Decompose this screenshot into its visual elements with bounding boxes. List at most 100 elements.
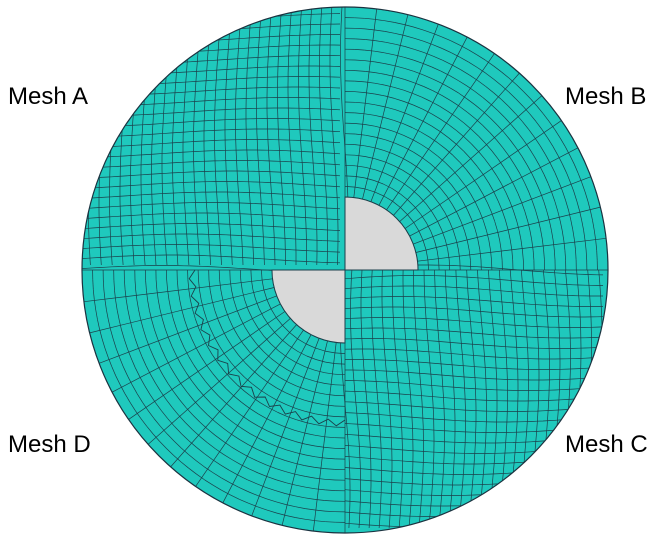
mesh-d-arc	[289, 332, 298, 340]
mesh-d-arc	[286, 515, 296, 518]
mesh-b-arc	[558, 181, 563, 192]
mesh-d-arc	[116, 310, 120, 321]
mesh-d-arc	[119, 384, 126, 394]
mesh-b-arc	[482, 194, 488, 204]
mesh-d-arc	[209, 290, 213, 301]
mesh-b-arc	[445, 148, 454, 156]
mesh-d-arc	[286, 449, 297, 454]
mesh-d-arc	[242, 343, 250, 352]
mesh-d-arc	[305, 486, 316, 490]
mesh-b-arc	[418, 231, 424, 241]
mesh-b-arc	[354, 80, 365, 83]
mesh-d-arc	[266, 509, 277, 514]
mesh-d-arc	[315, 359, 326, 363]
mesh-c-h	[344, 338, 604, 349]
mesh-b-arc	[403, 101, 414, 106]
mesh-d-arc	[204, 466, 213, 473]
mesh-d-arc	[92, 279, 94, 290]
mesh-b-arc	[584, 191, 589, 202]
mesh-d-arc	[257, 506, 268, 511]
mesh-d-arc	[229, 469, 239, 476]
mesh-b-arc	[517, 132, 524, 141]
mesh-d-arc	[325, 425, 336, 428]
mesh-b-arc	[523, 91, 531, 99]
mesh-d-arc	[248, 502, 258, 508]
mesh-d-arc	[145, 338, 151, 349]
mesh-b-arc	[452, 230, 457, 241]
mesh-b-arc	[483, 220, 487, 231]
mesh-d-arc	[263, 351, 272, 359]
mesh-b-arc	[413, 37, 424, 42]
mesh-d-arc	[147, 300, 150, 311]
mesh-b-arc	[374, 29, 385, 32]
mesh-d-arc	[324, 510, 336, 513]
mesh-d-arc	[199, 421, 208, 430]
mesh-b-arc	[470, 158, 478, 167]
mesh-b-arc	[552, 240, 555, 251]
mesh-b-arc	[515, 113, 523, 122]
mesh-d-arc	[247, 309, 254, 320]
mesh-d-arc	[211, 403, 219, 411]
mesh-b-arc	[355, 38, 366, 40]
mesh-d-arc	[104, 347, 109, 358]
mesh-d-arc	[104, 299, 107, 310]
mesh-b-ray	[417, 237, 607, 262]
mesh-b-arc	[437, 169, 446, 178]
mesh-b-arc	[585, 249, 588, 261]
mesh-d-arc	[241, 290, 246, 301]
mesh-b-arc	[500, 250, 503, 261]
mesh-d-arc	[265, 487, 276, 491]
mesh-d-arc	[225, 388, 234, 396]
mesh-b-arc	[429, 149, 438, 157]
mesh-b-arc	[496, 139, 504, 149]
mesh-b-arc	[394, 131, 404, 136]
mesh-d-arc	[149, 347, 155, 358]
mesh-d-ray	[251, 338, 320, 517]
mesh-d-arc	[261, 280, 265, 291]
mesh-d-arc	[263, 336, 272, 345]
mesh-b-arc	[407, 214, 415, 223]
mesh-b-arc	[451, 52, 461, 58]
mesh-d-arc	[314, 402, 325, 406]
mesh-b-arc	[394, 76, 405, 80]
mesh-d-arc	[181, 310, 185, 321]
mesh-c-v	[413, 270, 424, 529]
mesh-b-arc	[523, 140, 530, 149]
mesh-b-arc	[344, 164, 356, 167]
mesh-d-arc	[258, 472, 268, 478]
mesh-d-arc	[206, 345, 213, 355]
mesh-b-arc	[573, 191, 578, 202]
mesh-b-arc	[529, 230, 533, 241]
mesh-b-arc	[557, 211, 561, 221]
mesh-d-arc	[295, 473, 306, 477]
mesh-b-arc	[429, 163, 438, 171]
mesh-c-h	[344, 390, 604, 402]
mesh-d-arc	[257, 460, 268, 466]
mesh-b-arc	[364, 156, 375, 160]
mesh-c-h	[344, 401, 604, 412]
mesh-d-arc	[239, 439, 249, 445]
mesh-b-ray	[399, 95, 543, 222]
mesh-d-arc	[256, 448, 267, 454]
mesh-d-arc	[270, 371, 280, 378]
mesh-b-arc	[509, 139, 517, 149]
mesh-d-arc	[314, 499, 325, 501]
mesh-d-arc	[199, 373, 206, 382]
mesh-b-arc	[494, 221, 498, 231]
mesh-b-arc	[354, 112, 365, 115]
mesh-d-arc	[173, 391, 181, 401]
mesh-b-arc	[541, 129, 548, 138]
mesh-d-arc	[266, 498, 277, 503]
mesh-d-arc	[113, 280, 115, 291]
mesh-b-arc	[434, 240, 438, 251]
mesh-d-arc	[140, 418, 148, 427]
mesh-b-arc	[444, 239, 449, 250]
mesh-d-arc	[267, 430, 277, 436]
mesh-d-arc	[205, 381, 213, 390]
mesh-d-arc	[285, 471, 296, 475]
mesh-b-arc	[508, 175, 514, 185]
mesh-b-arc	[364, 81, 375, 84]
mesh-c-h	[344, 359, 604, 370]
mesh-b-arc	[459, 161, 467, 170]
mesh-b-arc	[485, 59, 494, 67]
